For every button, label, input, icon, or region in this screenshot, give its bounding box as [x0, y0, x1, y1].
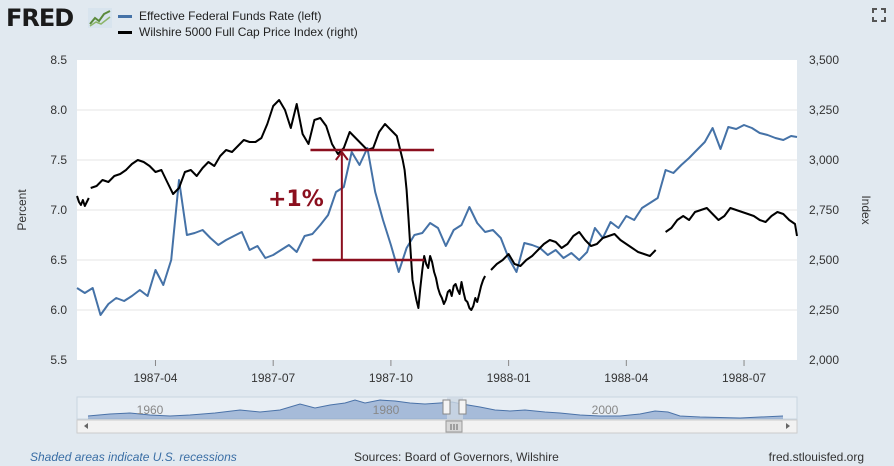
y-tick-label-left: 7.0	[50, 203, 67, 217]
y-tick-label-left: 6.5	[50, 253, 67, 267]
x-tick-label: 1988-04	[604, 371, 648, 385]
fred-chart-logo-icon	[88, 8, 112, 28]
y-axis-label-right: Index	[859, 195, 873, 224]
x-tick-label: 1987-04	[133, 371, 177, 385]
annotation-label: +1%	[268, 187, 324, 212]
series-line-fedfunds	[76, 124, 798, 316]
fred-logo[interactable]: FRED	[6, 4, 74, 32]
y-tick-label-right: 2,500	[809, 253, 839, 267]
scrollbar-track[interactable]	[76, 419, 798, 434]
y-tick-label-left: 6.0	[50, 303, 67, 317]
x-tick-label: 1987-07	[251, 371, 295, 385]
legend-item-wilshire[interactable]: Wilshire 5000 Full Cap Price Index (righ…	[118, 24, 358, 40]
y-tick-label-right: 2,750	[809, 203, 839, 217]
navigator-area	[88, 400, 783, 419]
legend-swatch-wilshire	[118, 30, 132, 34]
x-tick-label: 1987-10	[369, 371, 413, 385]
legend-swatch-fedfunds	[118, 14, 132, 18]
recession-note: Shaded areas indicate U.S. recessions	[30, 450, 237, 464]
navigator-tick-label: 1980	[373, 403, 400, 417]
y-tick-label-right: 2,000	[809, 353, 839, 367]
y-tick-label-left: 8.5	[50, 53, 67, 67]
site-link[interactable]: fred.stlouisfed.org	[768, 450, 864, 464]
series-line-wilshire	[490, 231, 657, 271]
scroll-right-icon[interactable]	[786, 423, 790, 429]
scroll-left-icon[interactable]	[84, 423, 88, 429]
legend-label-fedfunds: Effective Federal Funds Rate (left)	[139, 9, 322, 23]
y-tick-label-right: 3,500	[809, 53, 839, 67]
annotation-arrowhead	[335, 150, 349, 161]
series-line-wilshire	[76, 195, 90, 207]
legend-item-fedfunds[interactable]: Effective Federal Funds Rate (left)	[118, 8, 358, 24]
chart-legend: Effective Federal Funds Rate (left) Wils…	[118, 8, 358, 40]
expand-icon[interactable]	[872, 8, 886, 22]
y-tick-label-left: 5.5	[50, 353, 67, 367]
y-tick-label-left: 8.0	[50, 103, 67, 117]
x-tick-label: 1988-07	[722, 371, 766, 385]
y-tick-label-right: 2,250	[809, 303, 839, 317]
navigator-tick-label: 2000	[592, 403, 619, 417]
sources-text: Sources: Board of Governors, Wilshire	[354, 450, 559, 464]
navigator-handle-right[interactable]	[458, 399, 467, 415]
y-tick-label-left: 7.5	[50, 153, 67, 167]
x-tick-label: 1988-01	[487, 371, 531, 385]
navigator-handle-left[interactable]	[442, 399, 451, 415]
y-tick-label-right: 3,000	[809, 153, 839, 167]
scrollbar-grip-icon	[450, 424, 458, 430]
y-axis-label-left: Percent	[15, 189, 29, 231]
navigator-tick-label: 1960	[137, 403, 164, 417]
y-tick-label-right: 3,250	[809, 103, 839, 117]
navigator-line	[87, 399, 784, 419]
legend-label-wilshire: Wilshire 5000 Full Cap Price Index (righ…	[139, 25, 358, 39]
series-line-wilshire	[665, 207, 798, 237]
